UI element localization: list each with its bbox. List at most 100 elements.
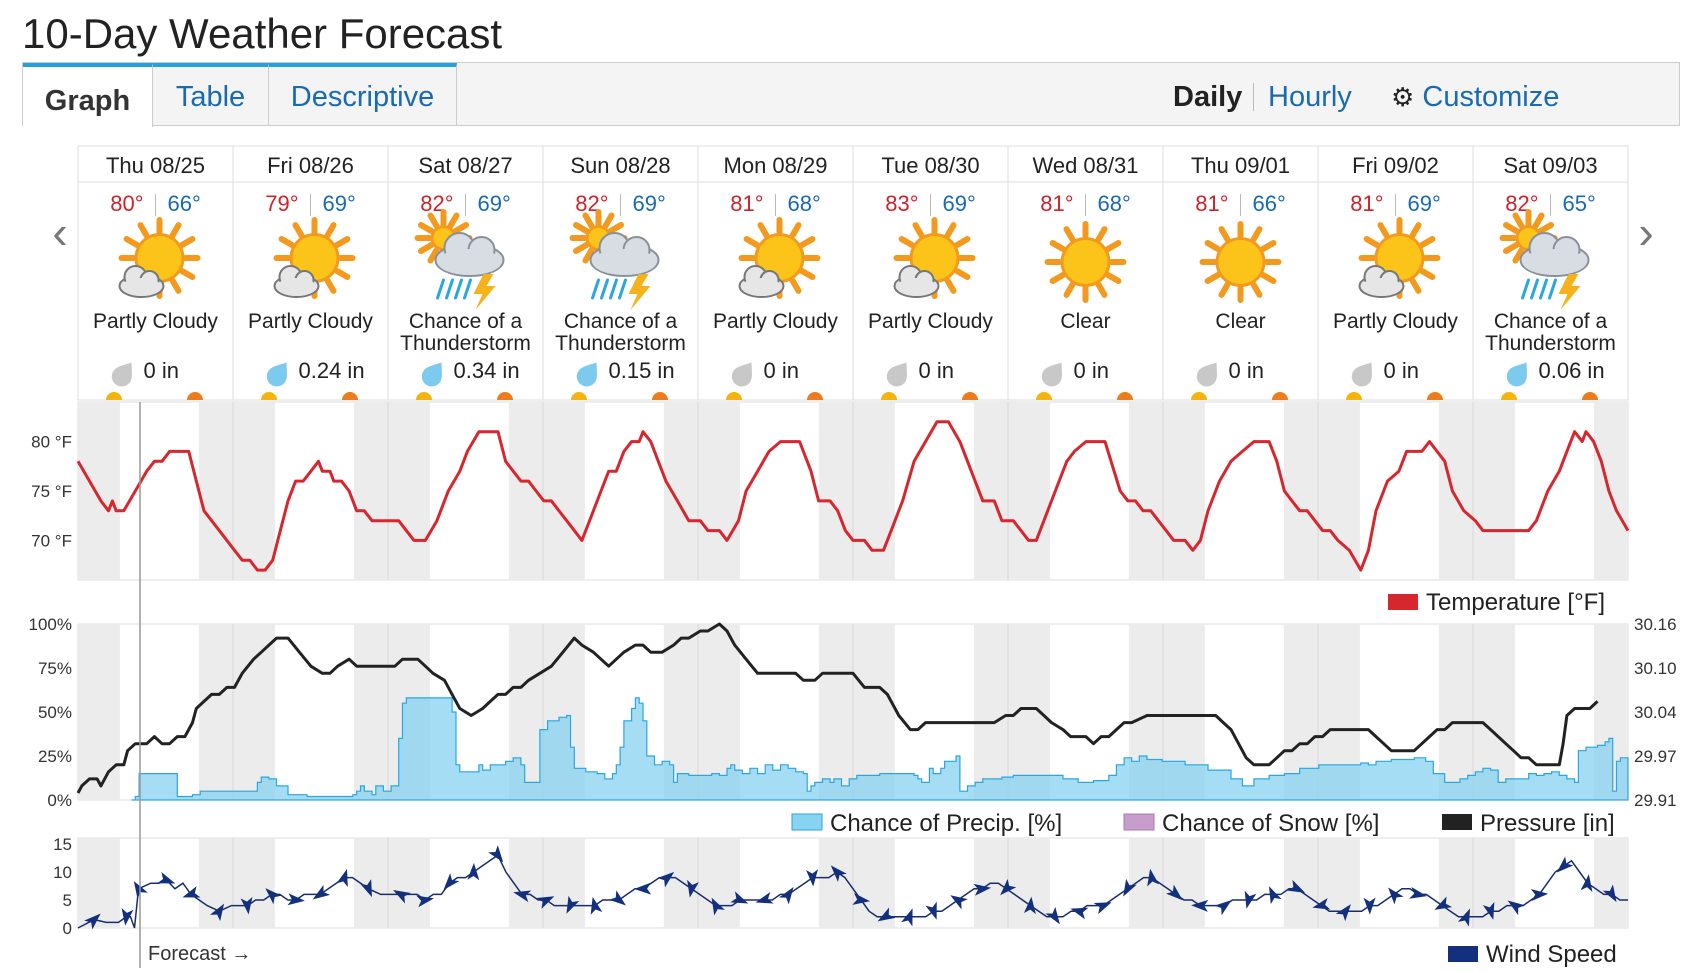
low-temp: 66° bbox=[1253, 191, 1286, 216]
temperature-legend-swatch bbox=[1388, 594, 1418, 610]
pressure-tick-label: 30.04 bbox=[1634, 703, 1677, 722]
night-band bbox=[1438, 402, 1473, 580]
sun-ray bbox=[954, 236, 971, 248]
tab-graph[interactable]: Graph bbox=[23, 63, 153, 127]
night-band bbox=[853, 624, 895, 800]
sun-ray bbox=[334, 236, 351, 248]
sunrise-icon bbox=[106, 392, 122, 400]
night-band bbox=[1473, 838, 1515, 928]
night-band bbox=[233, 838, 275, 928]
day-label: Tue 08/30 bbox=[881, 153, 979, 178]
sun-ray bbox=[1049, 272, 1066, 284]
night-band bbox=[1593, 402, 1628, 580]
daily-toggle[interactable]: Daily bbox=[1173, 81, 1243, 113]
sun-ray bbox=[179, 236, 196, 248]
forecast-label: Forecast → bbox=[148, 943, 251, 965]
wind-direction-marker bbox=[1045, 906, 1060, 925]
wind-direction-marker bbox=[755, 892, 774, 904]
storm-cloud-fill bbox=[437, 249, 502, 275]
sun-ray bbox=[1063, 281, 1076, 298]
sun-ray bbox=[1105, 240, 1122, 252]
sunset-icon bbox=[1117, 392, 1133, 400]
temperature-line bbox=[76, 420, 1630, 572]
sun-ray bbox=[1063, 226, 1076, 243]
sun-ray bbox=[1419, 236, 1436, 248]
pressure-legend-label: Pressure [in] bbox=[1480, 810, 1615, 837]
day-headers: Thu 08/25 80° 66° Partly Cloudy 0 in Fri 08/2… bbox=[77, 145, 1629, 401]
sunrise-icon bbox=[416, 392, 432, 400]
sunset-icon bbox=[497, 392, 513, 400]
drop-icon bbox=[266, 362, 287, 387]
sun-ray bbox=[1204, 240, 1221, 252]
snow-legend-label: Chance of Snow [%] bbox=[1162, 810, 1379, 837]
day-column: Fri 08/26 79° 69° Partly Cloudy 0.24 in bbox=[248, 153, 373, 400]
sun-ray bbox=[1095, 281, 1108, 298]
thunderstorm-icon bbox=[569, 209, 660, 310]
day-label: Mon 08/29 bbox=[724, 153, 828, 178]
sun-core bbox=[137, 236, 182, 280]
percent-tick-label: 75% bbox=[38, 659, 72, 678]
hourly-toggle[interactable]: Hourly bbox=[1268, 81, 1352, 113]
customize-button[interactable]: ⚙ Customize bbox=[1391, 63, 1559, 125]
wind-direction-marker bbox=[1482, 901, 1495, 920]
wind-direction-marker bbox=[1268, 886, 1282, 905]
wind-direction-marker bbox=[287, 893, 305, 906]
sun-ray bbox=[1512, 212, 1525, 229]
wind-line bbox=[77, 854, 1628, 929]
wind-direction-marker bbox=[877, 907, 896, 922]
day-column: Mon 08/29 81° 68° Partly Cloudy 0 in bbox=[713, 153, 838, 400]
condition-text: Clear bbox=[1215, 310, 1265, 333]
low-temp: 69° bbox=[633, 191, 666, 216]
sun-core bbox=[1218, 240, 1263, 284]
low-temp: 65° bbox=[1563, 191, 1596, 216]
wind-tick-label: 0 bbox=[63, 919, 72, 938]
sun-ray bbox=[799, 236, 816, 248]
night-band bbox=[818, 624, 853, 800]
tab-descriptive[interactable]: Descriptive bbox=[269, 63, 457, 125]
wind-direction-marker bbox=[121, 908, 134, 926]
sunrise-icon bbox=[1501, 392, 1517, 400]
condition-text: Partly Cloudy bbox=[713, 310, 838, 333]
high-temp: 81° bbox=[1195, 191, 1228, 216]
drop-icon bbox=[111, 362, 132, 387]
low-temp: 68° bbox=[788, 191, 821, 216]
wind-direction-marker bbox=[265, 888, 282, 905]
lightning-bolt bbox=[628, 274, 651, 310]
precip-amount: 0 in bbox=[1384, 358, 1419, 383]
cloud-fill bbox=[741, 278, 782, 296]
wind-direction-marker bbox=[1165, 884, 1183, 901]
wind-direction-marker bbox=[1363, 897, 1376, 915]
wind-direction-marker bbox=[1000, 878, 1017, 896]
lightning-bolt bbox=[473, 274, 496, 310]
temp-tick-label: 70 °F bbox=[31, 531, 72, 550]
sun-ray bbox=[1409, 277, 1422, 294]
day-column: Fri 09/02 81° 69° Partly Cloudy 0 in bbox=[1333, 153, 1458, 400]
wind-direction-marker bbox=[1335, 904, 1351, 922]
sun-ray bbox=[1260, 240, 1277, 252]
day-label: Sat 08/27 bbox=[418, 153, 512, 178]
sun-ray bbox=[1377, 222, 1390, 239]
sun-ray bbox=[179, 268, 196, 280]
high-temp: 80° bbox=[110, 191, 143, 216]
sun-core bbox=[912, 236, 957, 280]
condition-text: Partly Cloudy bbox=[93, 310, 218, 333]
wind-direction-marker bbox=[1434, 896, 1453, 910]
wind-direction-marker bbox=[513, 890, 532, 903]
night-band bbox=[1128, 402, 1163, 580]
cloud-fill bbox=[121, 278, 162, 296]
day-label: Wed 08/31 bbox=[1032, 153, 1138, 178]
condition-text: Partly Cloudy bbox=[248, 310, 373, 333]
condition-text: Partly Cloudy bbox=[1333, 310, 1458, 333]
night-band bbox=[353, 402, 388, 580]
night-band bbox=[78, 838, 120, 928]
prev-days-arrow[interactable]: ‹ bbox=[52, 206, 67, 258]
wind-direction-marker bbox=[467, 863, 480, 881]
wind-direction-marker bbox=[1287, 879, 1306, 893]
rain-drop bbox=[454, 278, 463, 300]
precip-amount: 0.06 in bbox=[1539, 358, 1605, 383]
next-days-arrow[interactable]: › bbox=[1638, 206, 1653, 258]
wind-direction-marker bbox=[687, 879, 699, 898]
day-label: Sat 09/03 bbox=[1503, 153, 1597, 178]
tab-table[interactable]: Table bbox=[153, 63, 269, 125]
